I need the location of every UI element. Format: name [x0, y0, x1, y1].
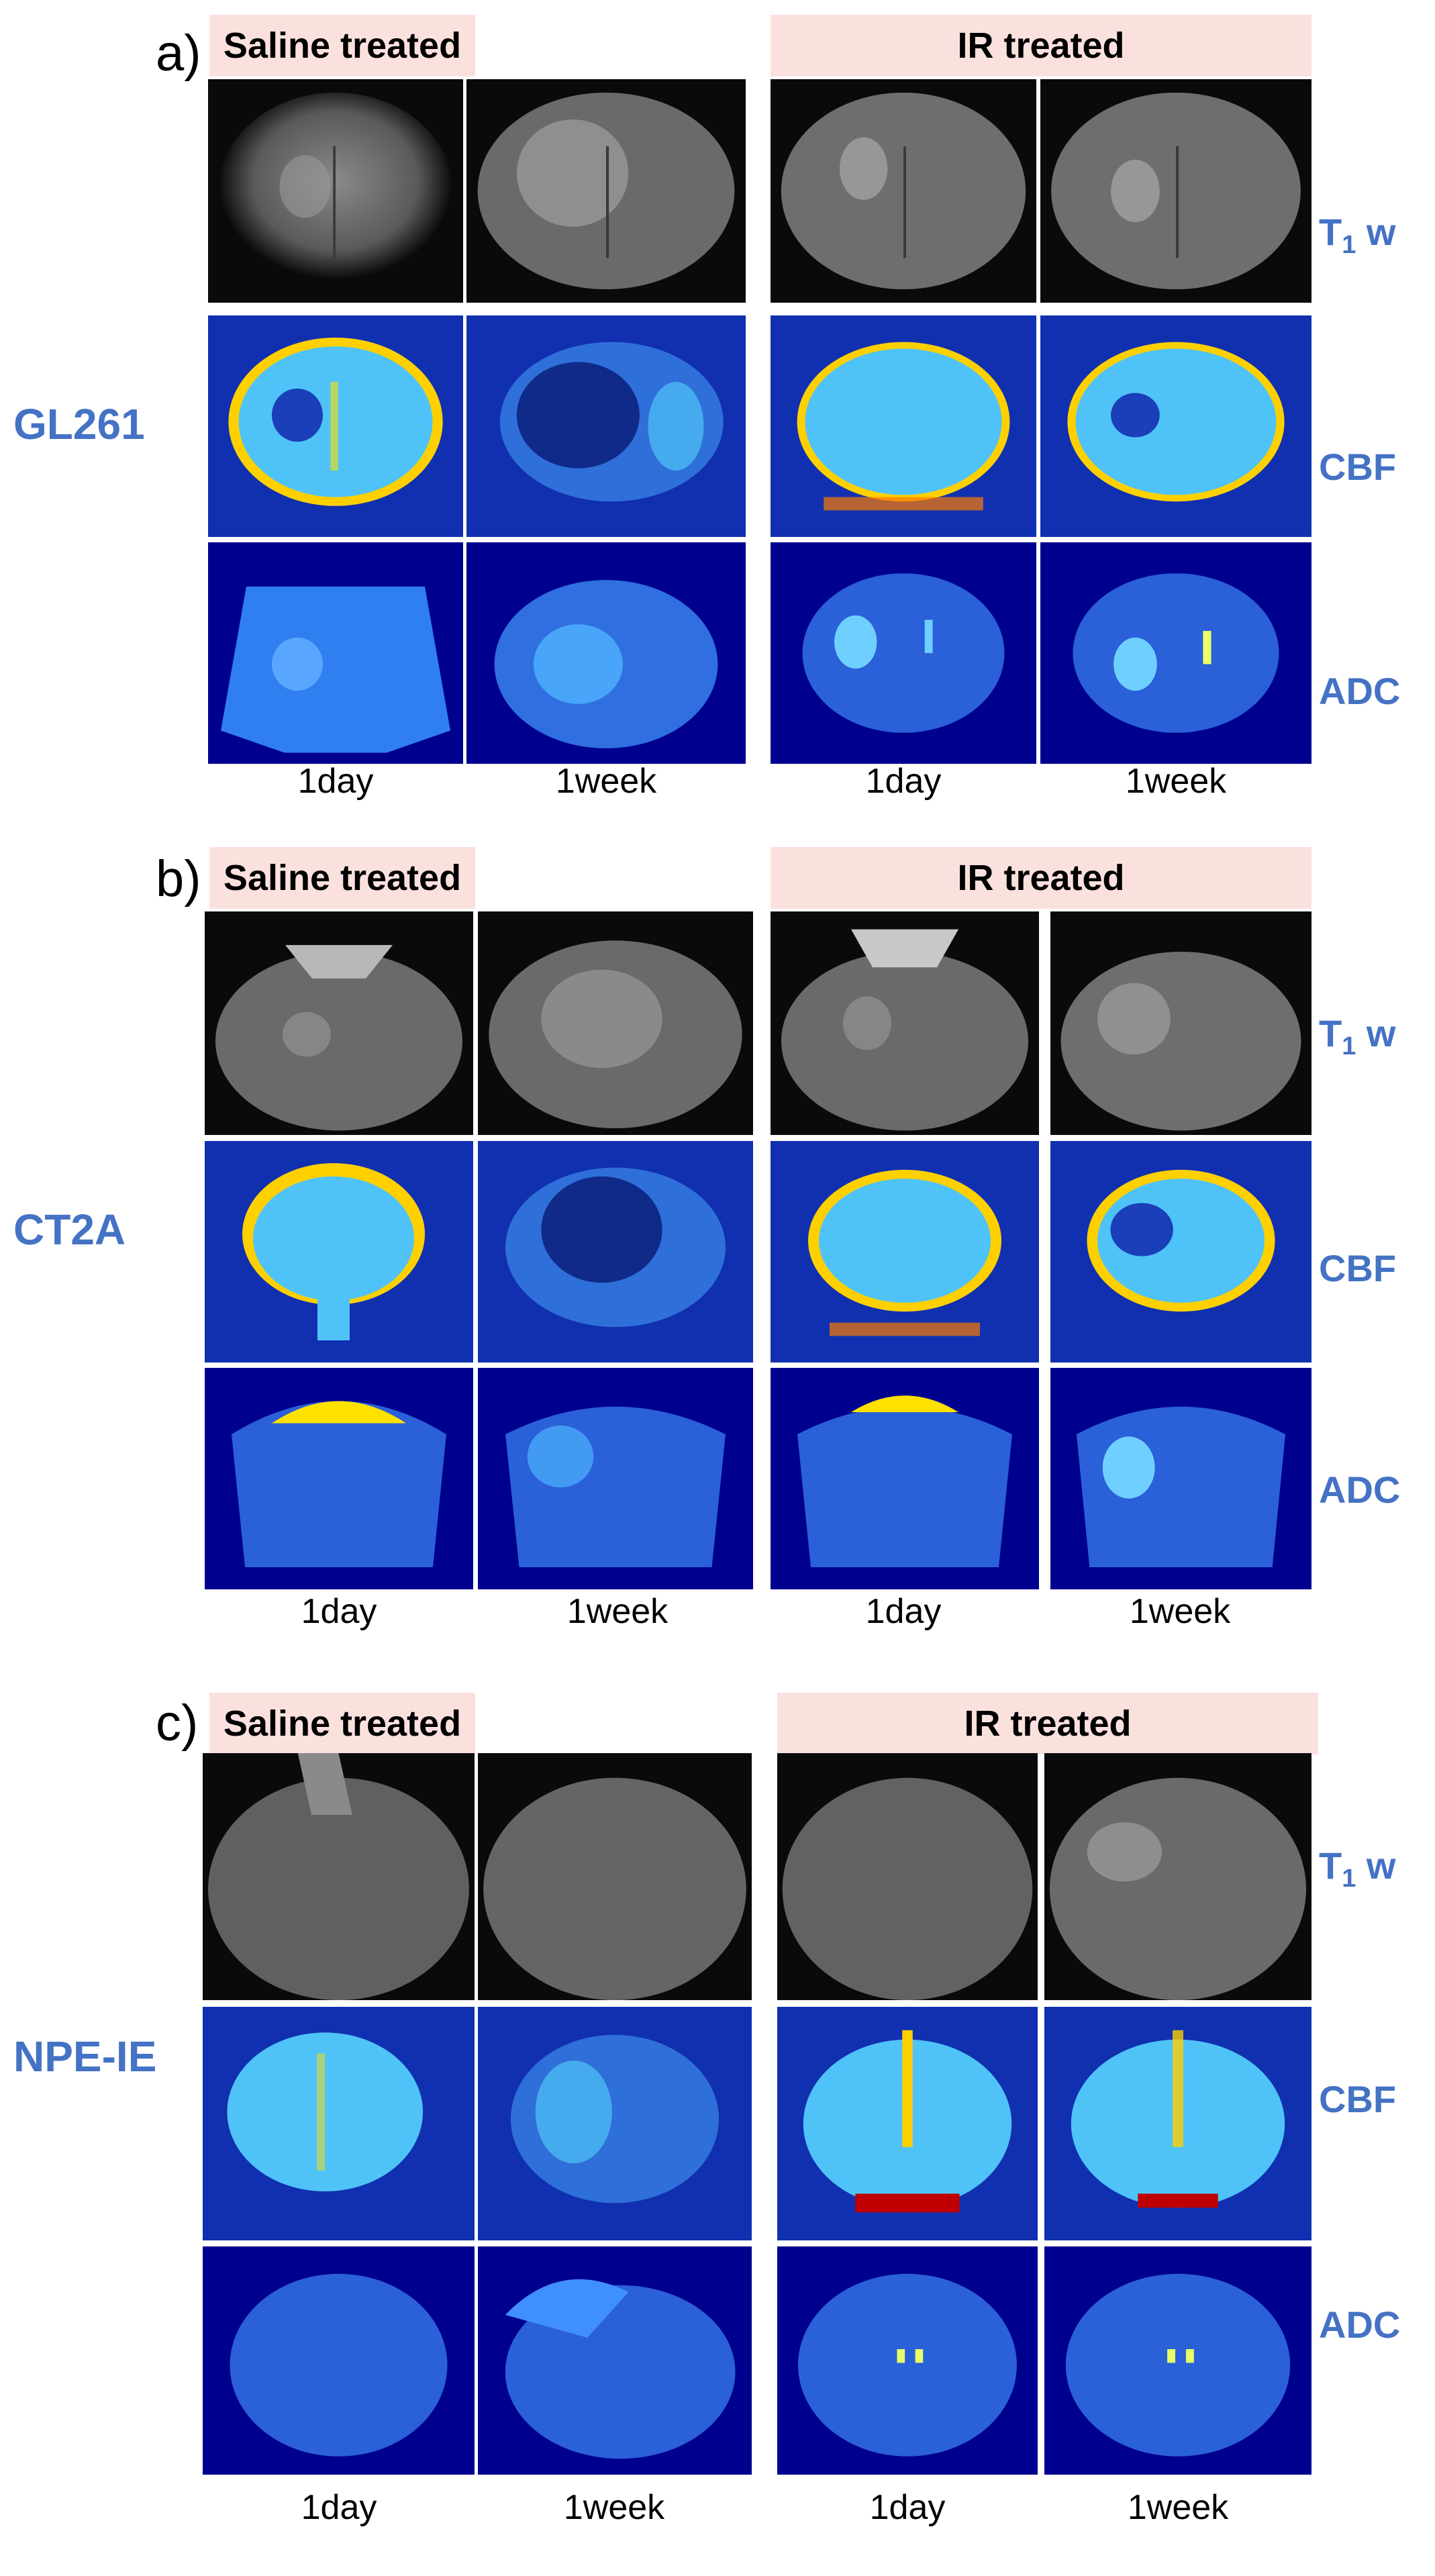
panel-letter-c: c) — [156, 1695, 199, 1752]
timepoint-label: 1day — [301, 1592, 377, 1631]
timepoint-label: 1day — [865, 762, 942, 801]
group-header-saline: Saline treated — [209, 1693, 475, 1754]
mri-adc-ir-1week — [1040, 542, 1312, 764]
mri-adc-ir-1day — [771, 1368, 1039, 1589]
mri-t1-ir-1day — [771, 79, 1036, 303]
mri-cbf-saline-1week — [478, 2007, 752, 2240]
cell-line-label-ct2a: CT2A — [13, 1205, 126, 1254]
timepoint-label: 1week — [1127, 2488, 1229, 2527]
timepoint-label: 1day — [297, 762, 374, 801]
group-header-saline: Saline treated — [209, 15, 475, 77]
cell-line-label-npe-ie: NPE-IE — [13, 2032, 157, 2081]
row-label-cbf: CBF — [1319, 1247, 1397, 1289]
timepoint-label: 1week — [1129, 1592, 1231, 1631]
mri-adc-saline-1day — [205, 1368, 473, 1589]
mri-cbf-saline-1day — [208, 315, 463, 537]
mri-adc-ir-1day — [777, 2246, 1038, 2475]
panel-letter-a: a) — [156, 25, 201, 82]
mri-cbf-ir-1day — [771, 315, 1036, 537]
mri-adc-saline-1week — [478, 2246, 752, 2475]
mri-cbf-ir-1day — [771, 1141, 1039, 1363]
mri-t1-ir-1day — [771, 911, 1039, 1135]
row-label-adc: ADC — [1319, 1469, 1401, 1511]
row-label-adc: ADC — [1319, 670, 1401, 712]
mri-t1-saline-1week — [478, 1753, 752, 2000]
mri-t1-ir-1week — [1040, 79, 1312, 303]
timepoint-label: 1day — [869, 2488, 946, 2527]
mri-t1-ir-1day — [777, 1753, 1038, 2000]
mri-cbf-saline-1week — [478, 1141, 753, 1363]
row-label-t1w: T1 w — [1319, 1012, 1396, 1061]
cell-line-label-gl261: GL261 — [13, 400, 145, 448]
mri-adc-saline-1week — [466, 542, 746, 764]
mri-cbf-saline-1day — [205, 1141, 473, 1363]
row-label-cbf: CBF — [1319, 446, 1397, 488]
mri-t1-saline-1day — [208, 79, 463, 303]
mri-t1-saline-1week — [478, 911, 753, 1135]
mri-cbf-ir-1day — [777, 2007, 1038, 2240]
mri-t1-ir-1week — [1050, 911, 1312, 1135]
row-label-cbf: CBF — [1319, 2078, 1397, 2120]
mri-cbf-ir-1week — [1050, 1141, 1312, 1363]
row-label-t1w: T1 w — [1319, 1844, 1396, 1893]
mri-adc-saline-1day — [208, 542, 463, 764]
row-label-t1w: T1 w — [1319, 211, 1396, 260]
mri-t1-ir-1week — [1044, 1753, 1312, 2000]
timepoint-label: 1week — [566, 1592, 669, 1631]
mri-cbf-ir-1week — [1040, 315, 1312, 537]
group-header-ir: IR treated — [771, 15, 1312, 77]
mri-t1-saline-1day — [203, 1753, 475, 2000]
group-header-ir: IR treated — [771, 847, 1312, 909]
timepoint-label: 1day — [301, 2488, 377, 2527]
row-label-adc: ADC — [1319, 2303, 1401, 2346]
group-header-ir: IR treated — [777, 1693, 1318, 1754]
mri-cbf-saline-1day — [203, 2007, 475, 2240]
mri-cbf-ir-1week — [1044, 2007, 1312, 2240]
panel-letter-b: b) — [156, 850, 201, 907]
mri-adc-ir-1day — [771, 542, 1036, 764]
timepoint-label: 1week — [555, 762, 657, 801]
timepoint-label: 1week — [1125, 762, 1227, 801]
timepoint-label: 1day — [865, 1592, 942, 1631]
mri-adc-saline-1day — [203, 2246, 475, 2475]
timepoint-label: 1week — [563, 2488, 665, 2527]
group-header-saline: Saline treated — [209, 847, 475, 909]
mri-cbf-saline-1week — [466, 315, 746, 537]
mri-t1-saline-1week — [466, 79, 746, 303]
mri-adc-saline-1week — [478, 1368, 753, 1589]
mri-adc-ir-1week — [1050, 1368, 1312, 1589]
mri-adc-ir-1week — [1044, 2246, 1312, 2475]
mri-t1-saline-1day — [205, 911, 473, 1135]
